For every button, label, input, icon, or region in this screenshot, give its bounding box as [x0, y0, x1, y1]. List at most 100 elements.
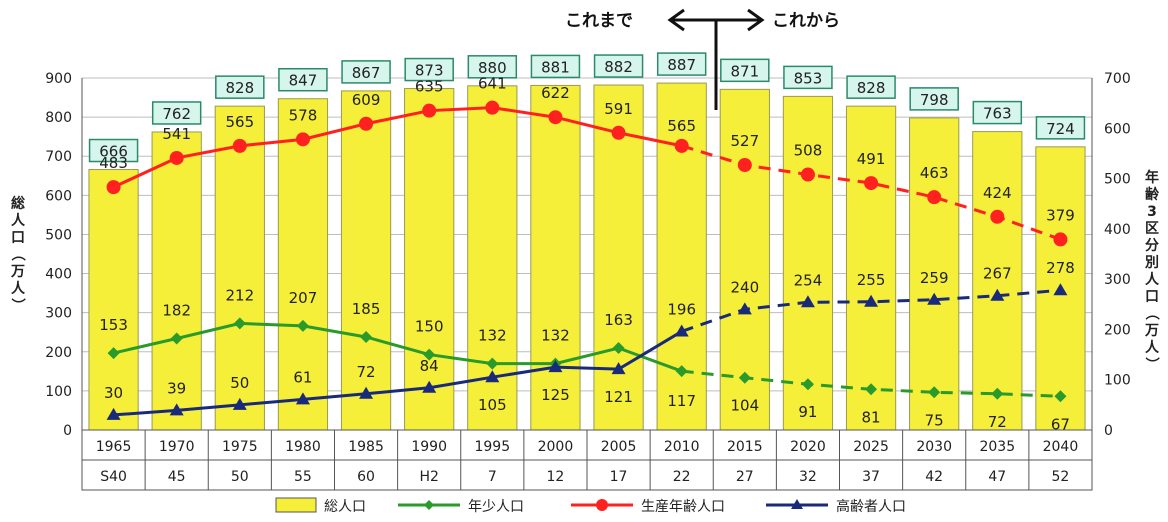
right-axis-title-char: 齢 — [1145, 186, 1160, 203]
working-age-marker — [422, 103, 437, 118]
left-tick-label: 400 — [45, 267, 72, 283]
x-year-label: 2000 — [538, 439, 574, 455]
x-year-label: 1975 — [222, 439, 258, 455]
series-data-label: 635 — [415, 78, 444, 96]
working-age-marker — [674, 138, 689, 153]
left-tick-label: 100 — [45, 384, 72, 400]
total-population-label: 881 — [541, 58, 570, 76]
elderly-marker — [674, 324, 689, 337]
series-data-label: 153 — [99, 316, 128, 334]
total-population-label: 887 — [667, 56, 696, 74]
youth-marker — [801, 378, 814, 391]
total-population-bar — [151, 131, 202, 431]
left-tick-label: 800 — [45, 110, 72, 126]
series-data-label: 463 — [920, 164, 949, 182]
series-data-label: 379 — [1046, 206, 1075, 224]
elderly-marker — [169, 403, 184, 416]
x-year-label: 2005 — [601, 439, 637, 455]
total-population-label: 873 — [415, 62, 444, 80]
legend-marker — [791, 499, 803, 509]
past-label: これまで — [565, 11, 633, 31]
left-tick-label: 300 — [45, 306, 72, 322]
total-population-bar — [340, 90, 392, 431]
total-population-label-box — [88, 138, 139, 163]
x-year-label: 2030 — [916, 439, 952, 455]
timeline-divider: これまで これから — [565, 8, 840, 110]
elderly-marker — [864, 294, 879, 307]
series-data-label: 196 — [667, 300, 696, 318]
series-data-label: 39 — [167, 379, 186, 397]
youth-marker — [612, 342, 625, 355]
left-tick-label: 700 — [45, 149, 72, 165]
right-tick-label: 500 — [1104, 172, 1131, 188]
right-axis-title-char: 人 — [1145, 339, 1160, 356]
elderly-marker — [1053, 283, 1068, 296]
legend-label: 年少人口 — [468, 499, 524, 515]
x-era-label: 42 — [925, 469, 943, 485]
right-tick-label: 600 — [1104, 121, 1131, 137]
total-population-label-box — [1035, 116, 1086, 140]
series-data-label: 527 — [730, 132, 759, 150]
series-line-actual — [113, 321, 683, 373]
right-axis-title-char: 区 — [1145, 221, 1159, 237]
total-population-bar — [782, 95, 834, 431]
x-year-label: 1980 — [285, 439, 321, 455]
series-data-label: 259 — [920, 269, 949, 287]
x-year-label: 2015 — [727, 439, 763, 455]
total-population-label-box — [593, 54, 644, 78]
elderly-marker — [485, 370, 500, 383]
series-data-label: 104 — [730, 397, 759, 415]
total-population-label: 798 — [920, 91, 949, 109]
x-year-label: 2035 — [979, 439, 1015, 455]
left-axis-title-char: 万 — [10, 264, 25, 280]
x-era-label: 50 — [231, 469, 249, 485]
right-tick-label: 700 — [1104, 71, 1131, 87]
series-data-label: 255 — [857, 271, 886, 289]
right-axis-title-char: 人 — [1145, 271, 1160, 288]
series-data-label: 609 — [352, 91, 381, 109]
series-data-label: 105 — [478, 396, 507, 414]
series-data-label: 72 — [988, 413, 1007, 431]
x-era-label: 55 — [294, 469, 312, 485]
working-age-marker — [1053, 232, 1068, 247]
x-year-label: 2020 — [790, 439, 826, 455]
working-age-marker — [800, 167, 815, 182]
total-population-bar — [88, 169, 139, 431]
series-data-label: 278 — [1046, 259, 1075, 277]
total-population-label: 847 — [289, 72, 318, 90]
total-population-label: 882 — [604, 58, 633, 76]
series-data-label: 212 — [225, 286, 254, 304]
left-tick-label: 0 — [63, 423, 72, 439]
x-era-label: H2 — [419, 469, 438, 485]
elderly-marker — [548, 360, 563, 373]
youth-marker — [360, 330, 373, 343]
right-tick-label: 0 — [1104, 423, 1113, 439]
axes: 0 100 200 300 400 500 600 700 800 900 0 100 200 300 40… — [9, 71, 1160, 491]
youth-marker — [1054, 390, 1067, 403]
elderly-marker — [422, 380, 437, 393]
total-population-bar — [277, 98, 329, 431]
youth-marker — [296, 319, 309, 332]
x-year-label: 2040 — [1043, 439, 1079, 455]
youth-marker — [928, 386, 941, 399]
series-data-label: 163 — [604, 311, 633, 329]
legend: 総人口 年少人口 生産年齢人口 高齢者人口 — [275, 497, 906, 515]
left-tick-label: 200 — [45, 345, 72, 361]
right-axis-title-char: ） — [1143, 357, 1159, 371]
left-tick-label: 500 — [45, 227, 72, 243]
working-age-marker — [359, 116, 374, 131]
series-data-label: 267 — [983, 265, 1012, 283]
series-data-label: 91 — [798, 403, 817, 421]
series-data-label: 565 — [667, 117, 696, 135]
x-era-label: 52 — [1052, 469, 1070, 485]
youth-marker — [170, 332, 183, 345]
elderly-marker — [232, 397, 247, 410]
total-population-label: 828 — [225, 79, 254, 97]
working-age-marker — [990, 209, 1005, 224]
left-tick-label: 900 — [45, 71, 72, 87]
legend-marker — [424, 500, 434, 510]
total-population-label-box — [151, 101, 202, 125]
legend-label: 生産年齢人口 — [641, 499, 725, 515]
working-age-marker — [611, 125, 626, 140]
